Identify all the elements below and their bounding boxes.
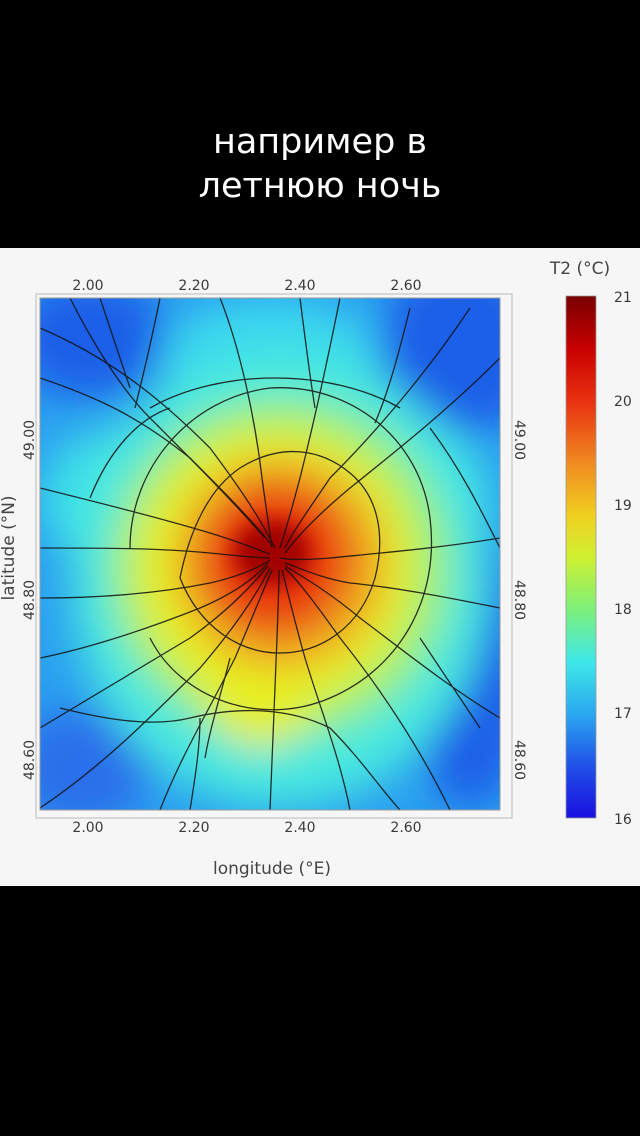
lat-tick-label: 49.00 (511, 420, 527, 460)
lat-tick-label: 48.80 (22, 580, 38, 620)
lon-ticks-top: 2.00 2.20 2.40 2.60 (72, 278, 421, 294)
road-network (40, 298, 500, 810)
colorbar-tick-label: 17 (614, 706, 632, 722)
colorbar-tick-label: 20 (614, 394, 632, 410)
lon-ticks-bottom: 2.00 2.20 2.40 2.60 (72, 820, 421, 836)
temperature-map-figure: 2.00 2.20 2.40 2.60 2.00 2.20 2.40 2.60 … (0, 248, 640, 886)
colorbar-ticks: 21 20 19 18 17 16 (614, 290, 632, 828)
plot-outer-frame (35, 293, 513, 819)
plot-frame (39, 297, 501, 811)
caption-line2: летнюю ночь (198, 166, 442, 206)
colorbar (565, 295, 597, 819)
lon-tick-label: 2.40 (284, 820, 315, 836)
colorbar-tick-label: 16 (614, 812, 632, 828)
lon-tick-label: 2.40 (284, 278, 315, 294)
lon-tick-label: 2.20 (178, 820, 209, 836)
colorbar-title: T2 (°C) (549, 259, 610, 279)
caption-line1: например в (212, 122, 428, 162)
lat-tick-label: 49.00 (22, 420, 38, 460)
lat-tick-label: 48.60 (22, 740, 38, 780)
lon-tick-label: 2.00 (72, 820, 103, 836)
lat-ticks-right: 49.00 48.80 48.60 (511, 420, 527, 780)
map-svg: 2.00 2.20 2.40 2.60 2.00 2.20 2.40 2.60 … (0, 259, 632, 879)
lat-tick-label: 48.60 (511, 740, 527, 780)
lon-tick-label: 2.00 (72, 278, 103, 294)
colorbar-tick-label: 19 (614, 498, 632, 514)
heatmap-field (40, 298, 500, 810)
y-axis-title: latitude (°N) (0, 495, 19, 600)
x-axis-title: longitude (°E) (213, 859, 331, 879)
colorbar-tick-label: 18 (614, 602, 632, 618)
lon-tick-label: 2.20 (178, 278, 209, 294)
colorbar-tick-label: 21 (614, 290, 632, 306)
lon-tick-label: 2.60 (390, 820, 421, 836)
lon-tick-label: 2.60 (390, 278, 421, 294)
lat-tick-label: 48.80 (511, 580, 527, 620)
lat-ticks-left: 49.00 48.80 48.60 (22, 420, 38, 780)
